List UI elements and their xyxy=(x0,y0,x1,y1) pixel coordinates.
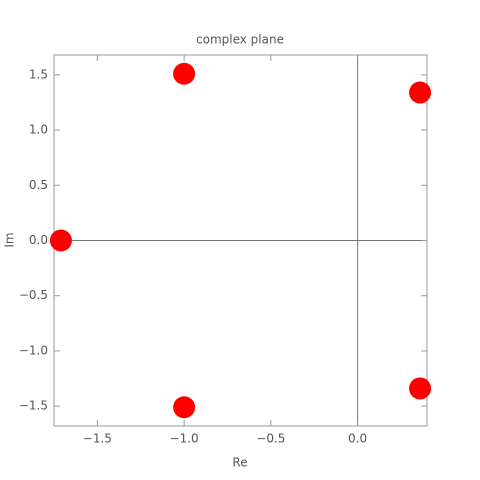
y-axis-label: Im xyxy=(3,232,17,247)
y-tick-label: 1.5 xyxy=(29,67,48,81)
x-axis-label: Re xyxy=(232,456,247,470)
x-tick-label: −0.5 xyxy=(256,432,285,446)
chart-title: complex plane xyxy=(196,33,284,47)
y-tick-label: 0.5 xyxy=(29,178,48,192)
x-tick-label: −1.0 xyxy=(170,432,199,446)
point xyxy=(409,377,432,400)
x-tick-label: 0.0 xyxy=(348,432,367,446)
point xyxy=(409,81,432,104)
y-tick-label: 0.0 xyxy=(29,233,48,247)
point xyxy=(49,229,72,252)
point xyxy=(173,396,196,419)
y-tick-label: −1.5 xyxy=(19,399,48,413)
point xyxy=(173,62,196,85)
x-tick-label: −1.5 xyxy=(83,432,112,446)
y-tick-label: 1.0 xyxy=(29,123,48,137)
y-tick-label: −1.0 xyxy=(19,343,48,357)
y-tick-label: −0.5 xyxy=(19,288,48,302)
